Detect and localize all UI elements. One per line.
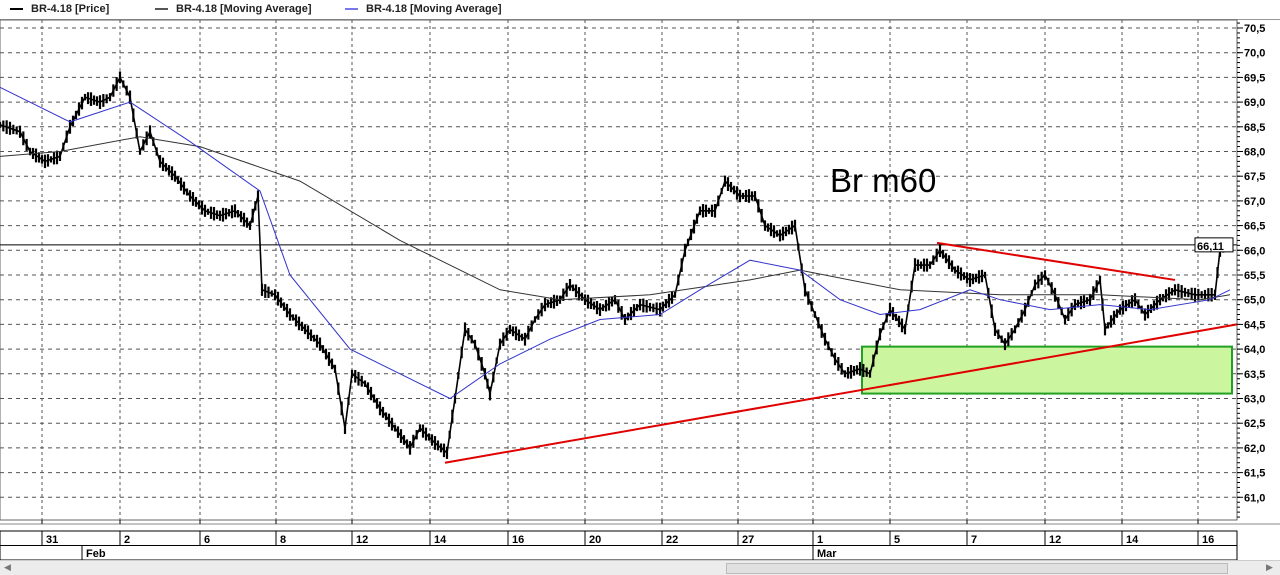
x-tick-label: 16 [512, 534, 524, 546]
x-tick-label: 12 [1049, 534, 1061, 546]
legend-label: BR-4.18 [Price] [31, 3, 110, 15]
legend-swatch [345, 8, 358, 10]
month-label: Feb [86, 548, 106, 560]
legend-item-ma-short: BR-4.18 [Moving Average] [345, 3, 502, 15]
y-tick-label: 63,5 [1244, 369, 1265, 381]
y-tick-label: 65,0 [1244, 295, 1265, 307]
horizontal-scrollbar[interactable]: ◀ ▶ [0, 560, 1280, 575]
x-tick-label: 27 [742, 534, 754, 546]
support-zone [861, 345, 1233, 395]
price-line [0, 75, 1231, 455]
y-tick-label: 63,0 [1244, 394, 1265, 406]
legend-swatch [155, 8, 168, 10]
x-tick-label: 12 [356, 534, 368, 546]
x-tick-label: 7 [971, 534, 977, 546]
x-tick-label: 5 [894, 534, 900, 546]
x-tick-label: 14 [1126, 534, 1139, 546]
scroll-right-icon[interactable]: ▶ [1266, 562, 1273, 572]
y-tick-label: 68,5 [1244, 122, 1265, 134]
legend-label: BR-4.18 [Moving Average] [366, 3, 502, 15]
scrollbar-thumb[interactable] [726, 563, 1228, 574]
last-price-box [1194, 237, 1234, 253]
y-tick-label: 62,0 [1244, 443, 1265, 455]
x-tick-label: 31 [46, 534, 58, 546]
legend-item-ma-long: BR-4.18 [Moving Average] [155, 3, 312, 15]
support-trendline [444, 323, 1238, 464]
y-tick-label: 64,0 [1244, 344, 1265, 356]
x-tick-label: 6 [204, 534, 210, 546]
y-tick-label: 62,5 [1244, 418, 1265, 430]
last-price-label: 66,11 [1197, 241, 1224, 253]
y-tick-label: 61,5 [1244, 468, 1265, 480]
y-tick-label: 64,5 [1244, 319, 1265, 331]
moving-average-short-line [0, 86, 1231, 400]
x-tick-label: 22 [666, 534, 678, 546]
legend-swatch [10, 8, 23, 10]
y-tick-label: 66,0 [1244, 245, 1265, 257]
x-tick-label: 2 [124, 534, 130, 546]
scroll-left-icon[interactable]: ◀ [4, 562, 11, 572]
plot-area [0, 19, 1238, 521]
price-chart[interactable]: 70,5 70,0 69,5 69,0 68,5 68,0 67,5 67,0 66,5 66,0… [0, 0, 1280, 560]
month-label: Mar [817, 548, 837, 560]
y-tick-label: 69,5 [1244, 72, 1265, 84]
y-tick-label: 67,0 [1244, 196, 1265, 208]
y-tick-label: 70,5 [1244, 23, 1265, 35]
y-tick-label: 70,0 [1244, 48, 1265, 60]
y-tick-label: 61,0 [1244, 492, 1265, 504]
y-tick-label: 66,5 [1244, 221, 1265, 233]
x-tick-label: 8 [280, 534, 286, 546]
x-tick-label: 1 [817, 534, 823, 546]
y-tick-label: 65,5 [1244, 270, 1265, 282]
x-tick-label: 14 [434, 534, 447, 546]
x-tick-label: 20 [589, 534, 601, 546]
chart-annotation: Br m60 [830, 162, 936, 199]
y-tick-label: 67,5 [1244, 171, 1265, 183]
legend-label: BR-4.18 [Moving Average] [176, 3, 312, 15]
x-tick-label: 16 [1202, 534, 1214, 546]
y-tick-label: 68,0 [1244, 147, 1265, 159]
y-tick-label: 69,0 [1244, 97, 1265, 109]
resistance-trendline [936, 241, 1176, 281]
legend-item-price: BR-4.18 [Price] [10, 3, 109, 15]
moving-average-long-line [0, 136, 1231, 301]
